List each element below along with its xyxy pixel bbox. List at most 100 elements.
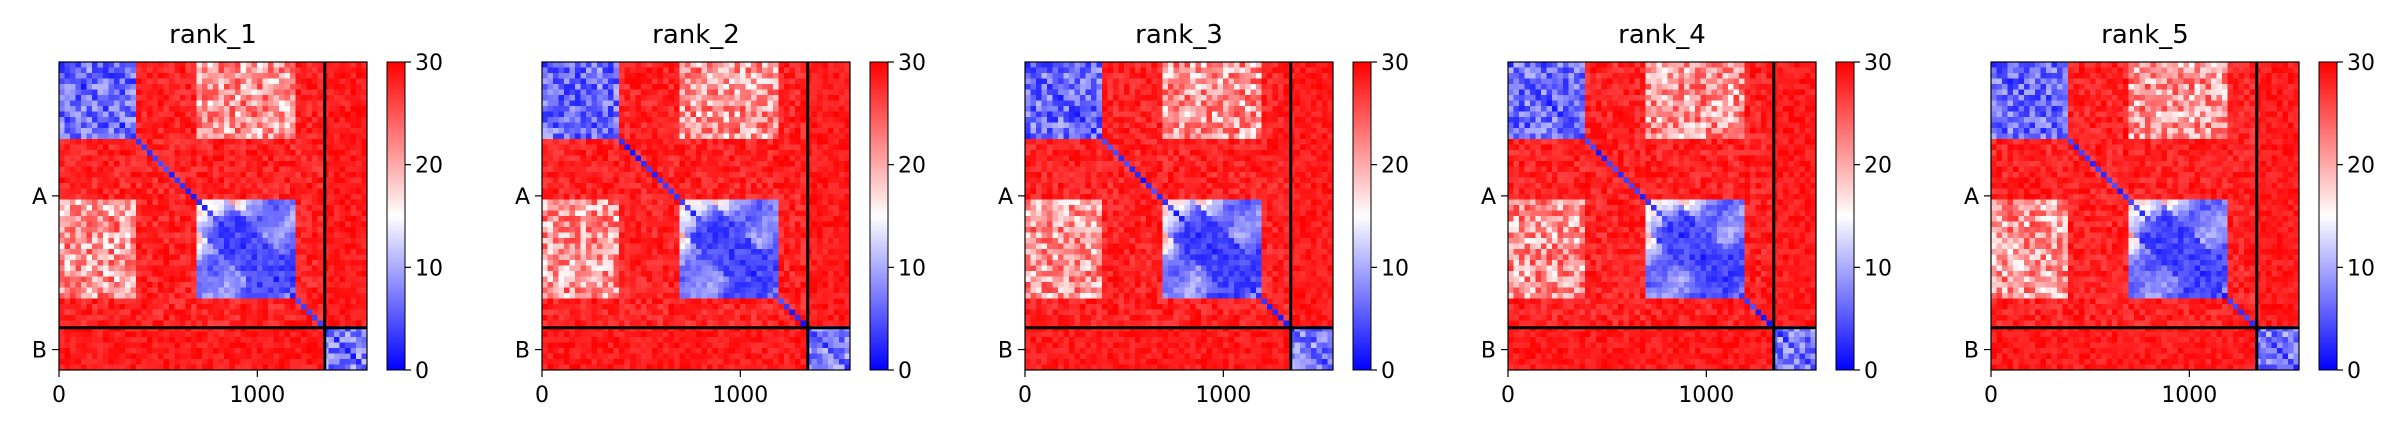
heatmap-cell xyxy=(329,315,335,321)
heatmap-cell xyxy=(263,128,269,134)
heatmap-cell xyxy=(197,293,203,299)
heatmap-cell xyxy=(65,271,71,277)
heatmap-cell xyxy=(235,84,241,90)
heatmap-cell xyxy=(246,293,252,299)
heatmap-cell xyxy=(81,310,87,316)
heatmap-cell xyxy=(312,189,318,195)
heatmap-cell xyxy=(581,79,587,85)
heatmap-cell xyxy=(213,200,219,206)
heatmap-cell xyxy=(812,95,818,101)
heatmap-cell xyxy=(575,101,581,107)
heatmap-cell xyxy=(636,106,642,112)
heatmap-cell xyxy=(70,310,76,316)
heatmap-cell xyxy=(120,161,126,167)
heatmap-cell xyxy=(696,68,702,74)
heatmap-cell xyxy=(263,282,269,288)
heatmap-cell xyxy=(779,123,785,129)
heatmap-cell xyxy=(740,112,746,118)
heatmap-cell xyxy=(724,200,730,206)
heatmap-cell xyxy=(213,348,219,354)
heatmap-cell xyxy=(153,348,159,354)
heatmap-cell xyxy=(691,123,697,129)
heatmap-cell xyxy=(92,337,98,343)
heatmap-cell xyxy=(59,73,65,79)
heatmap-cell xyxy=(224,222,230,228)
heatmap-cell xyxy=(153,90,159,96)
heatmap-cell xyxy=(707,238,713,244)
heatmap-cell xyxy=(548,68,554,74)
heatmap-cell xyxy=(164,282,170,288)
heatmap-cell xyxy=(274,161,280,167)
heatmap-cell xyxy=(120,95,126,101)
heatmap-cell xyxy=(158,128,164,134)
heatmap-cell xyxy=(735,183,741,189)
heatmap-cell xyxy=(345,332,351,338)
heatmap-cell xyxy=(191,134,197,140)
heatmap-cell xyxy=(691,183,697,189)
heatmap-cell xyxy=(164,266,170,272)
heatmap-cell xyxy=(718,167,724,173)
heatmap-cell xyxy=(680,134,686,140)
heatmap-cell xyxy=(329,194,335,200)
heatmap-cell xyxy=(219,260,225,266)
heatmap-cell xyxy=(114,128,120,134)
heatmap-cell xyxy=(224,205,230,211)
heatmap-cell xyxy=(296,348,302,354)
heatmap-cell xyxy=(839,227,845,233)
heatmap-cell xyxy=(125,359,131,365)
heatmap-cell xyxy=(757,200,763,206)
heatmap-cell xyxy=(103,249,109,255)
heatmap-cell xyxy=(257,211,263,217)
heatmap-cell xyxy=(191,112,197,118)
heatmap-cell xyxy=(307,79,313,85)
heatmap-cell xyxy=(202,227,208,233)
heatmap-cell xyxy=(290,244,296,250)
heatmap-cell xyxy=(246,359,252,365)
heatmap-cell xyxy=(109,200,115,206)
heatmap-cell xyxy=(307,304,313,310)
heatmap-cell xyxy=(125,321,131,327)
heatmap-cell xyxy=(828,211,834,217)
heatmap-cell xyxy=(147,238,153,244)
heatmap-cell xyxy=(252,145,258,151)
heatmap-cell xyxy=(59,343,65,349)
heatmap-cell xyxy=(274,233,280,239)
heatmap-cell xyxy=(356,95,362,101)
heatmap-cell xyxy=(103,337,109,343)
heatmap-cell xyxy=(186,277,192,283)
heatmap-cell xyxy=(76,222,82,228)
heatmap-cell xyxy=(92,288,98,294)
heatmap-cell xyxy=(158,348,164,354)
heatmap-cell xyxy=(784,90,790,96)
heatmap-cell xyxy=(263,95,269,101)
heatmap-cell xyxy=(197,123,203,129)
heatmap-cell xyxy=(87,178,93,184)
heatmap-cell xyxy=(213,238,219,244)
heatmap-cell xyxy=(268,354,274,360)
heatmap-cell xyxy=(790,178,796,184)
heatmap-cell xyxy=(257,244,263,250)
heatmap-cell xyxy=(740,79,746,85)
heatmap-cell xyxy=(142,178,148,184)
heatmap-cell xyxy=(202,315,208,321)
heatmap-cell xyxy=(197,310,203,316)
heatmap-cell xyxy=(828,128,834,134)
heatmap-cell xyxy=(103,183,109,189)
heatmap-cell xyxy=(169,255,175,261)
heatmap-cell xyxy=(757,79,763,85)
heatmap-cell xyxy=(180,249,186,255)
heatmap-cell xyxy=(208,139,214,145)
heatmap-cell xyxy=(65,354,71,360)
heatmap-cell xyxy=(92,112,98,118)
heatmap-cell xyxy=(559,123,565,129)
heatmap-cell xyxy=(740,156,746,162)
heatmap-cell xyxy=(290,117,296,123)
heatmap-cell xyxy=(768,95,774,101)
heatmap-cell xyxy=(301,255,307,261)
heatmap-cell xyxy=(641,134,647,140)
heatmap-cell xyxy=(290,299,296,305)
heatmap-cell xyxy=(608,172,614,178)
heatmap-cell xyxy=(235,343,241,349)
heatmap-cell xyxy=(208,189,214,195)
heatmap-cell xyxy=(197,260,203,266)
